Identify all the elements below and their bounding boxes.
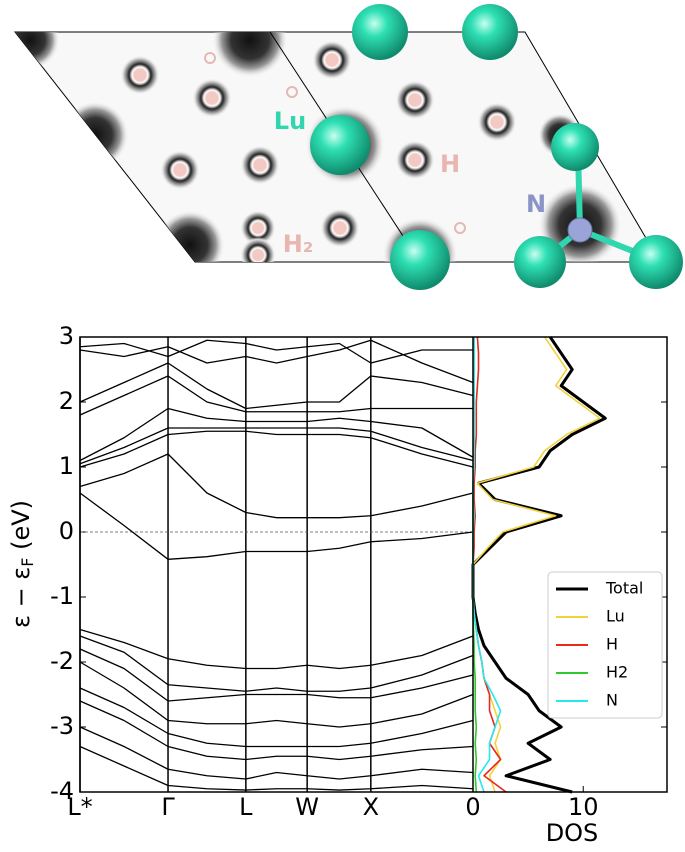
band [79,687,474,748]
structure: Lu H H₂ N [13,4,683,290]
legend-label: Lu [606,607,625,626]
y-tick-label: -3 [50,712,74,740]
band [79,339,474,384]
x-tick-label: 0 [465,793,480,821]
x-tick-label: 10 [568,793,599,821]
plot-frame [79,336,668,793]
atom-label: H [440,150,460,178]
band [79,661,474,728]
dos-line [471,336,607,794]
atom-label: N [526,190,546,218]
band [79,407,474,462]
dos-line [472,336,507,793]
y-axis-label-part: ε − ε [7,567,35,628]
legend-box [547,571,663,719]
y-tick-label: 1 [59,452,74,480]
legend: Total Lu H H2 N [547,571,663,719]
band [79,362,474,410]
band [79,375,473,416]
band [79,726,474,780]
dos-line [472,337,502,793]
band [79,492,474,560]
legend-label: H2 [606,663,628,682]
band [79,745,474,791]
y-tick-label: -1 [50,582,74,610]
y-tick-label: 2 [59,387,74,415]
y-tick-label: -4 [50,777,74,805]
band [79,628,474,670]
band [79,453,474,519]
dos-line [472,336,601,793]
y-axis-label-part: (eV) [7,500,35,558]
y-tick-label: -2 [50,647,74,675]
band [79,430,474,468]
x-tick-label: L [239,793,253,821]
x-tick-label: W [295,793,319,821]
band [79,635,474,692]
atom-label: H₂ [283,230,314,258]
legend-label: N [606,691,618,710]
x-tick-label: Γ [161,793,175,821]
legend-label: H [606,635,618,654]
density-contours [15,32,622,262]
x-axis-label: DOS [546,819,599,847]
legend-label: Total [605,579,643,598]
band [79,700,474,761]
band [79,648,474,702]
y-axis-label-part: F [18,558,37,567]
band [79,339,473,364]
y-axis-label: ε − εF (eV) [7,500,37,628]
y-tick-label: 3 [59,322,74,350]
band [79,427,474,465]
y-tick-label: 0 [59,517,74,545]
x-tick-label: L* [67,793,92,821]
x-tick-label: X [363,793,379,821]
atom-label: Lu [274,107,306,135]
